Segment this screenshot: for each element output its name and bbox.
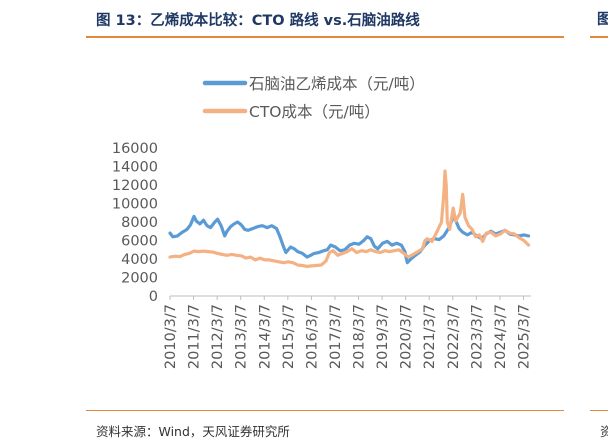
series-line-naphtha: [168, 214, 531, 265]
x-tick-label: 2018/3/7: [352, 304, 368, 369]
y-tick-label: 2000: [121, 271, 158, 287]
series-line-cto: [168, 169, 531, 268]
x-tick-label: 2020/3/7: [399, 304, 415, 369]
y-tick-label: 6000: [121, 234, 158, 250]
x-tick-label: 2022/3/7: [446, 304, 462, 369]
legend-label: 石脑油乙烯成本（元/吨）: [249, 75, 425, 93]
x-tick-label: 2012/3/7: [210, 304, 226, 369]
x-axis: 2010/3/7 2011/3/7 2012/3/7 2013/3/7 2014/3/7…: [163, 295, 532, 369]
y-axis: 0 2000 4000 6000 8000 10000 12000 14000 16000: [112, 141, 158, 305]
source-divider: [86, 410, 564, 411]
x-tick-label: 2021/3/7: [422, 304, 438, 369]
y-tick-label: 12000: [112, 178, 158, 194]
adjacent-figure-title-fragment: 图: [597, 12, 608, 28]
legend: 石脑油乙烯成本（元/吨） CTO成本（元/吨）: [202, 75, 425, 121]
x-tick-label: 2019/3/7: [375, 304, 391, 369]
y-tick-label: 10000: [112, 197, 158, 213]
x-tick-label: 2011/3/7: [187, 304, 203, 369]
y-tick-label: 0: [149, 289, 158, 305]
series-layer: [168, 169, 531, 268]
x-tick-label: 2013/3/7: [234, 304, 250, 369]
x-tick-label: 2025/3/7: [516, 304, 532, 369]
x-tick-label: 2015/3/7: [281, 304, 297, 369]
x-tick-label: 2023/3/7: [469, 304, 485, 369]
adjacent-source-fragment: 资: [600, 424, 608, 439]
adjacent-source-divider: [590, 410, 608, 411]
legend-label: CTO成本（元/吨）: [249, 103, 380, 121]
y-tick-label: 8000: [121, 215, 158, 231]
y-tick-label: 14000: [112, 160, 158, 176]
figure-title: 图 13：乙烯成本比较：CTO 路线 vs.石脑油路线: [96, 13, 420, 29]
title-underline: [86, 36, 564, 38]
y-tick-label: 4000: [121, 252, 158, 268]
y-tick-label: 16000: [112, 141, 158, 157]
x-tick-label: 2014/3/7: [257, 304, 273, 369]
source-note: 资料来源：Wind，天风证券研究所: [96, 424, 290, 439]
x-tick-label: 2010/3/7: [163, 304, 179, 369]
x-tick-label: 2016/3/7: [304, 304, 320, 369]
x-tick-label: 2024/3/7: [493, 304, 509, 369]
x-tick-label: 2017/3/7: [328, 304, 344, 369]
adjacent-title-underline: [590, 36, 608, 38]
